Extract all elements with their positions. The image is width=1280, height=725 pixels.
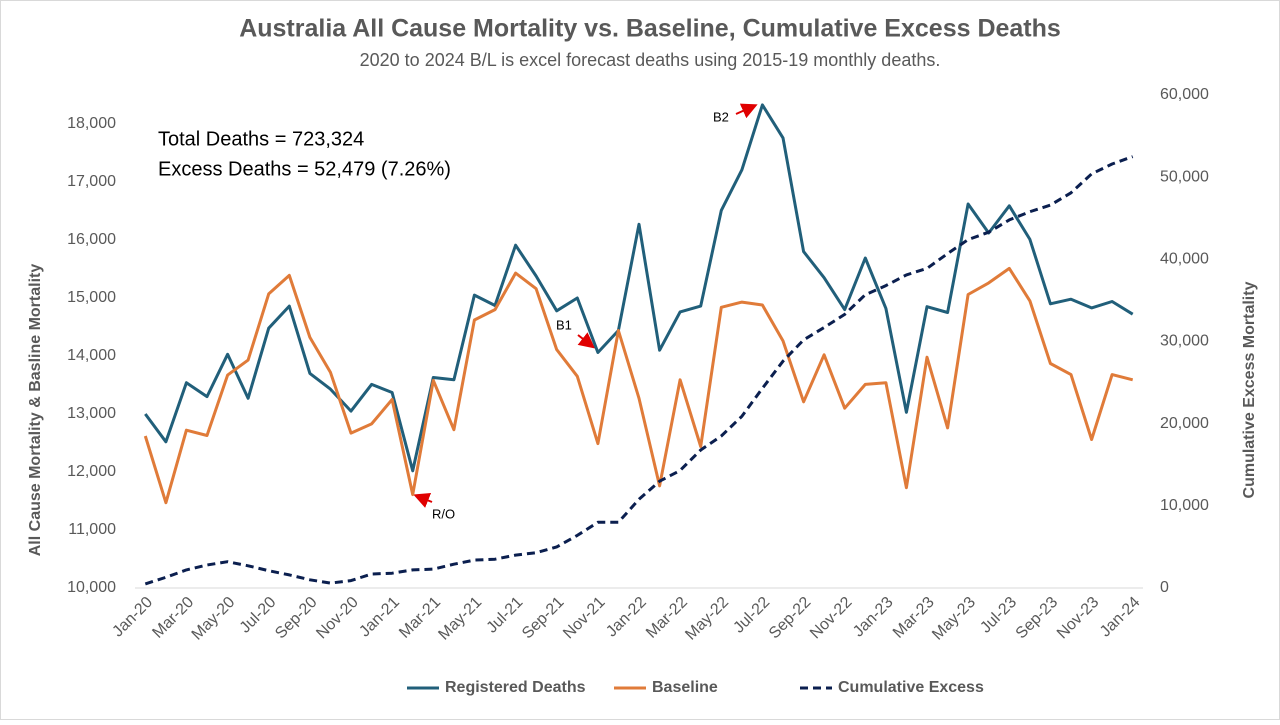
annotation: B2 — [713, 109, 729, 124]
y2-tick-label: 40,000 — [1160, 251, 1209, 268]
y2-tick-label: 60,000 — [1160, 86, 1209, 103]
legend-label: Cumulative Excess — [838, 679, 984, 696]
annotation: Excess Deaths = 52,479 (7.26%) — [158, 158, 451, 180]
series-line — [144, 103, 1134, 473]
legend-label: Baseline — [652, 679, 718, 696]
y-tick-label: 11,000 — [68, 521, 116, 538]
y-axis-label: All Cause Mortality & Basline Mortality — [27, 264, 44, 557]
annotation: R/O — [432, 506, 455, 521]
annotation: Total Deaths = 723,324 — [158, 128, 364, 150]
y-tick-label: 12,000 — [67, 463, 116, 480]
annotation-arrow — [577, 332, 596, 349]
y-tick-label: 14,000 — [67, 347, 116, 364]
y2-tick-label: 30,000 — [1160, 333, 1209, 350]
y-tick-label: 18,000 — [67, 115, 116, 132]
y-tick-label: 13,000 — [67, 405, 116, 422]
y2-tick-label: 10,000 — [1160, 497, 1209, 514]
y-tick-label: 17,000 — [67, 173, 116, 190]
y2-tick-label: 0 — [1160, 579, 1169, 596]
y2-axis-label: Cumulative Excess Mortality — [1241, 281, 1258, 498]
annotation-arrow — [735, 103, 758, 119]
y2-tick-label: 20,000 — [1160, 415, 1209, 432]
annotation-arrow — [413, 493, 433, 508]
y-tick-label: 15,000 — [67, 289, 116, 306]
legend-label: Registered Deaths — [445, 679, 586, 696]
y-tick-label: 10,000 — [67, 579, 116, 596]
series-line — [144, 155, 1134, 586]
y-tick-label: 16,000 — [67, 231, 116, 248]
series-line — [143, 266, 1134, 505]
chart-subtitle: 2020 to 2024 B/L is excel forecast death… — [360, 50, 941, 70]
chart-title: Australia All Cause Mortality vs. Baseli… — [239, 15, 1061, 43]
y2-tick-label: 50,000 — [1160, 168, 1209, 185]
annotation: B1 — [556, 317, 572, 332]
